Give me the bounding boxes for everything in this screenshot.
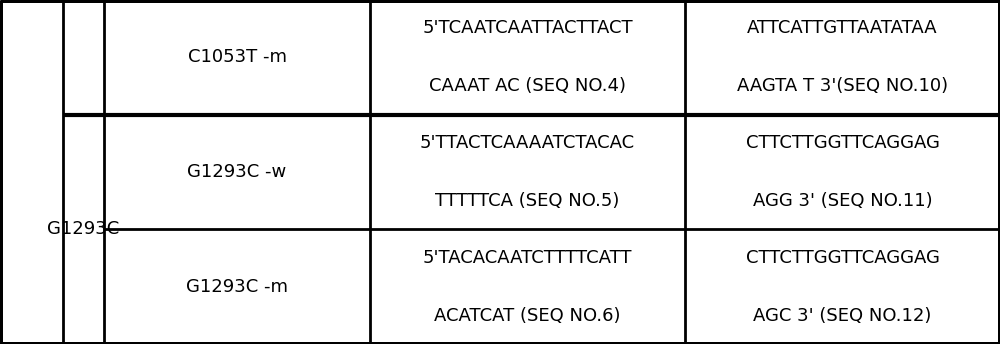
Text: C1053T -m: C1053T -m — [188, 48, 287, 66]
Text: CTTCTTGGTTCAGGAG

AGG 3' (SEQ NO.11): CTTCTTGGTTCAGGAG AGG 3' (SEQ NO.11) — [746, 134, 939, 210]
Text: 5'TCAATCAATTACTTACT

CAAAT AC (SEQ NO.4): 5'TCAATCAATTACTTACT CAAAT AC (SEQ NO.4) — [422, 19, 633, 96]
Text: G1293C: G1293C — [47, 220, 120, 238]
Text: CTTCTTGGTTCAGGAG

AGC 3' (SEQ NO.12): CTTCTTGGTTCAGGAG AGC 3' (SEQ NO.12) — [746, 248, 939, 325]
Text: ATTCATTGTTAATATAA

AAGTA T 3'(SEQ NO.10): ATTCATTGTTAATATAA AAGTA T 3'(SEQ NO.10) — [737, 19, 948, 96]
Text: 5'TACACAATCTTTTCATT

ACATCAT (SEQ NO.6): 5'TACACAATCTTTTCATT ACATCAT (SEQ NO.6) — [423, 248, 632, 325]
Text: G1293C -m: G1293C -m — [186, 278, 288, 296]
Text: 5'TTACTCAAAATCTACAC

TTTTTCA (SEQ NO.5): 5'TTACTCAAAATCTACAC TTTTTCA (SEQ NO.5) — [420, 134, 635, 210]
Text: G1293C -w: G1293C -w — [187, 163, 287, 181]
